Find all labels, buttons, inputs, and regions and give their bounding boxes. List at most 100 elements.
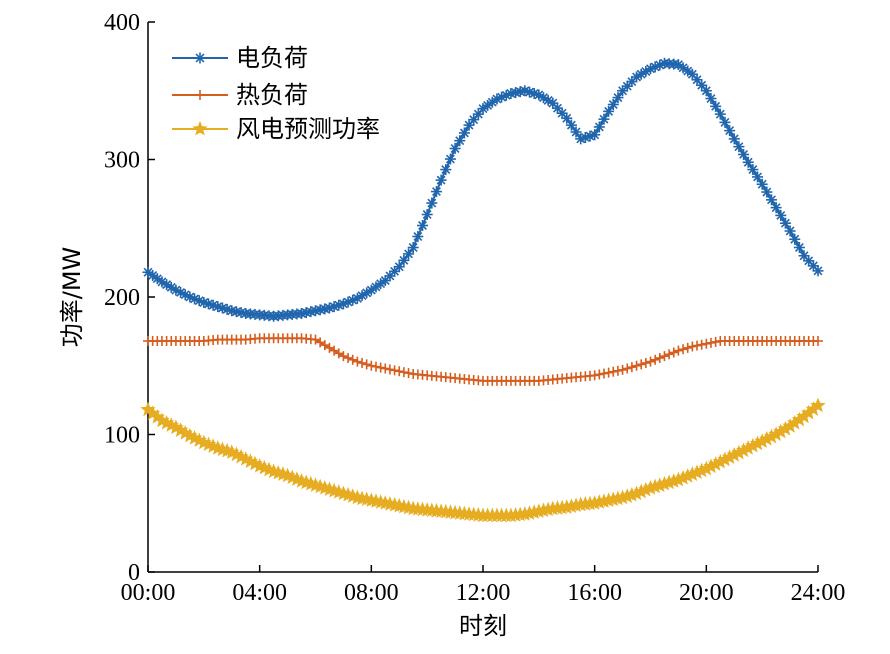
data-point xyxy=(347,354,358,365)
legend-marker xyxy=(194,52,206,64)
data-point xyxy=(589,370,600,381)
data-point xyxy=(756,178,768,190)
data-point xyxy=(398,254,410,266)
data-point xyxy=(352,356,363,367)
series-1 xyxy=(143,333,823,386)
data-point xyxy=(779,217,791,229)
data-point xyxy=(701,338,712,349)
x-tick-label: 04:00 xyxy=(232,580,287,606)
data-point xyxy=(705,337,716,348)
data-point xyxy=(608,366,619,377)
data-point xyxy=(626,362,637,373)
data-point xyxy=(394,366,405,377)
data-point xyxy=(747,164,759,176)
legend-label-wind-forecast: 风电预测功率 xyxy=(236,115,380,143)
data-point xyxy=(622,363,633,374)
data-point xyxy=(421,209,433,220)
data-point xyxy=(664,349,675,360)
data-point xyxy=(705,93,717,105)
data-point xyxy=(738,148,750,160)
data-point xyxy=(784,225,796,237)
data-point xyxy=(403,248,415,260)
data-point xyxy=(375,362,386,373)
data-point xyxy=(514,86,526,98)
x-axis-ticks: 00:00 04:00 08:00 12:00 16:00 20:00 24:00 xyxy=(121,565,845,606)
data-point xyxy=(617,364,628,375)
data-point xyxy=(691,74,703,86)
data-point xyxy=(430,186,442,198)
legend-label-heat-load: 热负荷 xyxy=(236,81,308,109)
data-point xyxy=(472,108,484,120)
data-point xyxy=(603,105,615,117)
x-tick-label: 08:00 xyxy=(344,580,399,606)
data-point xyxy=(813,336,823,346)
data-point xyxy=(338,351,349,362)
x-tick-label: 20:00 xyxy=(679,580,734,606)
data-point xyxy=(687,341,698,352)
data-point xyxy=(463,119,475,131)
data-point xyxy=(710,336,721,347)
y-tick-label: 400 xyxy=(104,10,140,36)
data-point xyxy=(407,242,419,253)
y-axis-ticks: 0 100 200 300 400 xyxy=(104,10,155,586)
data-point xyxy=(659,351,670,362)
data-point xyxy=(770,202,782,214)
data-point xyxy=(668,347,679,358)
data-point xyxy=(640,358,651,368)
data-point xyxy=(793,242,805,253)
data-point xyxy=(412,231,424,242)
legend: 电负荷 热负荷 风电预测功率 xyxy=(172,44,380,143)
data-point xyxy=(343,352,354,363)
y-tick-label: 200 xyxy=(104,285,140,311)
data-point xyxy=(444,153,456,165)
data-point xyxy=(719,116,731,128)
data-point xyxy=(454,135,466,147)
data-point xyxy=(742,156,754,168)
data-point xyxy=(626,76,638,88)
data-point xyxy=(700,85,712,97)
legend-marker xyxy=(192,120,208,136)
y-tick-label: 100 xyxy=(104,423,140,449)
x-tick-label: 00:00 xyxy=(121,580,176,606)
data-point xyxy=(370,361,381,372)
y-axis-title: 功率/MW xyxy=(58,247,86,348)
data-point xyxy=(393,261,405,273)
data-point xyxy=(752,171,764,183)
data-point xyxy=(161,279,173,291)
data-point xyxy=(594,369,605,380)
legend-item-electric-load: 电负荷 xyxy=(172,44,308,72)
data-point xyxy=(398,367,409,378)
data-point xyxy=(612,365,623,376)
data-point xyxy=(565,119,577,131)
data-point xyxy=(775,209,787,221)
data-point xyxy=(607,99,619,110)
data-point xyxy=(710,100,722,112)
legend-marker xyxy=(195,90,205,100)
legend-marker-plus-icon xyxy=(195,90,205,100)
data-point xyxy=(458,127,470,139)
data-point xyxy=(636,359,647,370)
data-point xyxy=(426,197,438,209)
data-point xyxy=(789,233,801,245)
data-point xyxy=(765,194,777,206)
legend-item-heat-load: 热负荷 xyxy=(172,81,308,109)
series-line xyxy=(148,337,818,382)
data-point xyxy=(812,265,824,277)
data-point xyxy=(366,360,377,371)
data-point xyxy=(389,365,400,376)
data-point xyxy=(682,342,693,353)
legend-marker-asterisk-icon xyxy=(194,52,206,64)
legend-marker-star-icon xyxy=(192,120,208,136)
y-tick-label: 0 xyxy=(128,560,140,586)
data-point xyxy=(761,186,773,198)
data-point xyxy=(612,92,624,104)
y-tick-label: 300 xyxy=(104,148,140,174)
series-0 xyxy=(142,57,824,322)
series-layer xyxy=(140,57,826,523)
data-point xyxy=(589,129,601,141)
data-point xyxy=(598,368,609,379)
data-point xyxy=(673,345,684,356)
plot-axes: 00:00 04:00 08:00 12:00 16:00 20:00 24:00 0 100… xyxy=(104,10,845,606)
data-point xyxy=(435,174,447,186)
